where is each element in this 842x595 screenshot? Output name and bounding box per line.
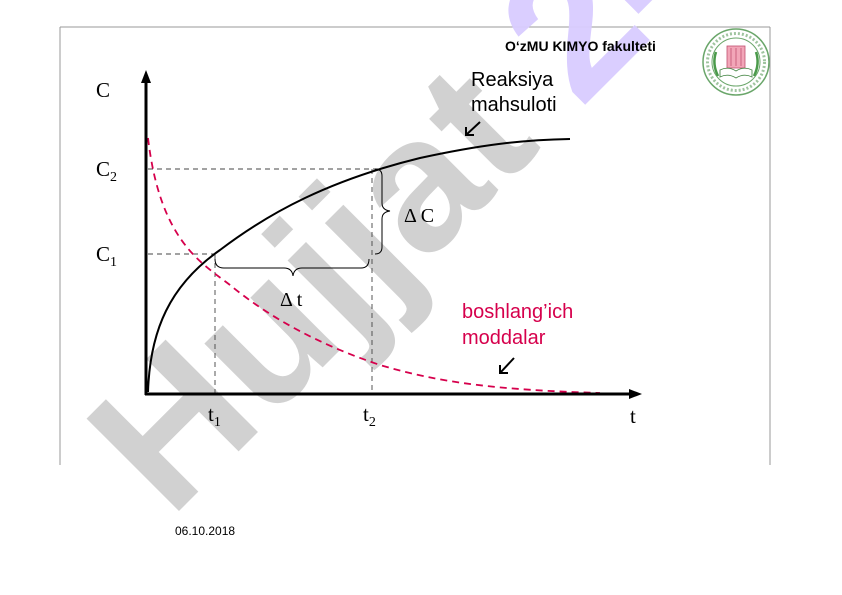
guide-lines: [148, 168, 380, 394]
watermark: Hujjat 24: [49, 0, 759, 549]
reactant-label-line-1: boshlang’ich: [462, 301, 574, 323]
y-axis-label: C: [96, 78, 110, 102]
emblem-laurel-right: [752, 51, 759, 77]
emblem-laurel-left: [713, 51, 720, 77]
c2-label: C2: [96, 157, 117, 185]
reactant-label: boshlang’ich moddalar: [462, 299, 573, 351]
product-label-line-1: Reaksiya: [471, 69, 554, 91]
reactant-label-line-2: moddalar: [462, 327, 546, 349]
delta-c-brace: [374, 168, 391, 255]
c1-label: C1: [96, 242, 117, 270]
delta-t-label: Δ t: [280, 289, 303, 311]
reactant-curve: [147, 137, 601, 394]
emblem-book-icon: [719, 67, 753, 79]
university-emblem: [702, 28, 770, 96]
axes: [141, 70, 642, 399]
x-axis-arrow: [629, 389, 642, 399]
y-axis-arrow: [141, 70, 151, 83]
product-pointer: [465, 121, 481, 136]
product-label: Reaksiya mahsuloti: [471, 68, 557, 118]
product-curve: [147, 138, 571, 393]
reactant-pointer: [499, 357, 515, 374]
delta-c-label: Δ C: [404, 205, 434, 227]
emblem-lettering-ring: [706, 32, 766, 92]
product-label-line-2: mahsuloti: [471, 94, 557, 116]
t2-label: t2: [363, 402, 376, 430]
delta-t-brace: [214, 258, 370, 277]
slide-date: 06.10.2018: [175, 524, 236, 538]
t1-label: t1: [208, 402, 221, 430]
watermark-text: Hujjat 24: [49, 0, 759, 549]
x-axis-label: t: [630, 404, 636, 428]
faculty-title: O‘zMU KIMYO fakulteti: [505, 38, 656, 54]
